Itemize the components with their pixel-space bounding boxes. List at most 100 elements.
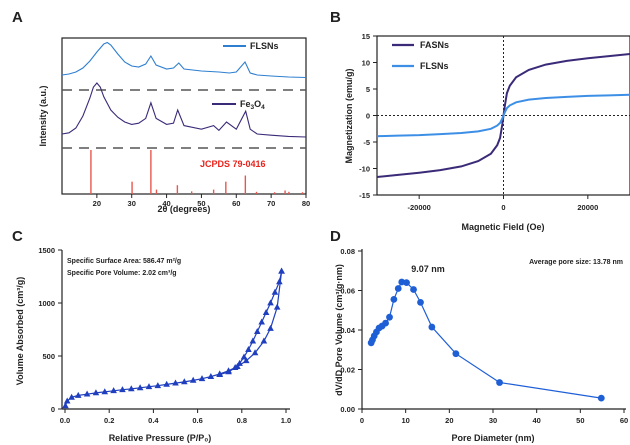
- panel-d-peak-label: 9.07 nm: [411, 264, 445, 274]
- panel-b-y-tick-label: 5: [366, 85, 370, 94]
- isotherm-marker-desorption: [231, 364, 239, 371]
- panel-c-pore-volume-note: Specific Pore Volume: 2.02 cm³/g: [67, 270, 177, 277]
- isotherm-marker-adsorption: [101, 388, 109, 395]
- isotherm-marker-adsorption: [267, 324, 274, 331]
- isotherm-marker-adsorption: [198, 375, 206, 382]
- pore-distribution-marker: [428, 323, 436, 331]
- panel-c-x-tick-label: 0.4: [148, 416, 159, 425]
- panel-b-x-tick-label: 0: [501, 203, 505, 212]
- isotherm-marker-desorption: [258, 318, 265, 325]
- isotherm-marker-adsorption: [119, 386, 126, 393]
- hysteresis-line-flsns: [376, 93, 630, 138]
- panel-label-d: D: [330, 228, 341, 245]
- panel-a-x-tick-label: 70: [267, 199, 275, 208]
- panel-d-average-pore-note: Average pore size: 13.78 nm: [529, 259, 623, 266]
- isotherm-marker-adsorption: [83, 390, 91, 397]
- isotherm-marker-adsorption: [181, 378, 188, 385]
- panel-d-y-tick-label: 0.08: [340, 247, 355, 256]
- panel-a-x-tick-label: 20: [93, 199, 101, 208]
- isotherm-marker-desorption: [271, 288, 279, 295]
- panel-c-x-tick-label: 0.6: [192, 416, 202, 425]
- pore-distribution-marker: [403, 279, 410, 286]
- isotherm-marker-desorption: [262, 308, 270, 315]
- panel-a-x-tick-label: 30: [128, 199, 136, 208]
- panel-b-y-axis-title: Magnetization (emu/g): [344, 69, 354, 164]
- panel-b-magnetization-chart: -15 -10 -5 0 5 10 15 -20000 0 20000 FASNs FLSNs M…: [344, 32, 630, 232]
- panel-d-x-tick-label: 60: [620, 416, 628, 425]
- isotherm-marker-adsorption: [128, 385, 135, 392]
- legend-label-flsns-b: FLSNs: [420, 61, 449, 71]
- isotherm-marker-desorption: [253, 328, 261, 335]
- isotherm-marker-desorption: [267, 299, 274, 306]
- panel-d-y-tick-label: 0.00: [340, 405, 355, 414]
- isotherm-marker-adsorption: [154, 382, 162, 389]
- panel-b-x-axis-title: Magnetic Field (Oe): [461, 222, 544, 232]
- panel-c-x-tick-label: 0.0: [60, 416, 70, 425]
- pore-distribution-marker: [382, 319, 389, 327]
- isotherm-marker-adsorption: [189, 376, 197, 383]
- panel-d-y-tick-label: 0.02: [340, 366, 355, 375]
- pore-distribution-marker: [390, 295, 398, 303]
- isotherm-line-adsorption: [64, 271, 283, 407]
- isotherm-marker-desorption: [249, 337, 257, 344]
- panel-a-x-tick-label: 50: [197, 199, 205, 208]
- isotherm-marker-desorption: [236, 359, 243, 366]
- isotherm-marker-desorption: [240, 353, 248, 360]
- panel-b-y-tick-label: -10: [359, 165, 370, 174]
- panel-b-y-tick-label: -15: [359, 191, 370, 200]
- pore-distribution-marker: [452, 350, 460, 358]
- isotherm-marker-desorption: [216, 370, 223, 377]
- isotherm-marker-adsorption: [260, 337, 268, 344]
- pore-distribution-marker: [386, 313, 393, 321]
- legend-label-fasns: FASNs: [420, 40, 449, 50]
- panel-a-xrd-chart: 20 30 40 50 60 70 80 FLSNs Fe3O4 JCPDS 79-0416…: [38, 37, 310, 214]
- isotherm-marker-desorption: [276, 278, 283, 285]
- isotherm-marker-adsorption: [110, 387, 117, 394]
- panel-a-x-axis-title: 2θ (degrees): [158, 204, 211, 214]
- isotherm-marker-adsorption: [251, 349, 259, 356]
- panel-b-y-tick-label: 0: [366, 112, 370, 121]
- isotherm-marker-adsorption: [74, 391, 82, 398]
- isotherm-marker-adsorption: [92, 389, 100, 396]
- panel-c-y-tick-label: 1000: [38, 299, 55, 308]
- panel-label-a: A: [12, 9, 23, 26]
- panel-b-y-tick-label: -5: [363, 138, 370, 147]
- xrd-line-fe3o4: [61, 82, 307, 138]
- isotherm-marker-adsorption: [63, 397, 71, 404]
- reference-label: JCPDS 79-0416: [200, 159, 266, 169]
- legend-label-fe3o4: Fe3O4: [240, 99, 265, 111]
- isotherm-marker-desorption: [225, 368, 232, 375]
- panel-c-y-tick-label: 500: [42, 352, 55, 361]
- pore-distribution-marker: [417, 298, 424, 306]
- isotherm-marker-adsorption: [62, 402, 69, 409]
- isotherm-marker-desorption: [278, 267, 285, 274]
- panel-a-x-tick-label: 60: [232, 199, 240, 208]
- panel-b-y-tick-label: 10: [362, 59, 370, 68]
- panel-d-y-tick-label: 0.04: [340, 326, 355, 335]
- panel-d-x-axis-title: Pore Diameter (nm): [451, 433, 534, 443]
- isotherm-marker-adsorption: [273, 303, 281, 310]
- panel-d-x-tick-label: 50: [576, 416, 584, 425]
- panel-d-y-tick-label: 0.06: [340, 287, 355, 296]
- panel-d-x-tick-label: 10: [401, 416, 409, 425]
- panel-c-x-tick-label: 1.0: [281, 416, 291, 425]
- xrd-line-flsns: [61, 41, 307, 79]
- panel-d-pore-size-chart: 0.00 0.02 0.04 0.06 0.08 0 10 20 30 40 50 60 Averag…: [334, 247, 628, 443]
- panel-b-x-tick-label: -20000: [407, 203, 430, 212]
- panel-a-x-tick-label: 80: [302, 199, 310, 208]
- panel-a-y-axis-title: Intensity (a.u.): [38, 85, 48, 146]
- panel-label-b: B: [330, 9, 341, 26]
- pore-distribution-marker: [496, 379, 503, 386]
- panel-b-x-tick-label: 20000: [577, 203, 598, 212]
- isotherm-marker-adsorption: [136, 384, 144, 391]
- isotherm-marker-adsorption: [145, 383, 153, 390]
- isotherm-marker-adsorption: [68, 393, 75, 400]
- panel-c-x-axis-title: Relative Pressure (P/P₀): [109, 433, 212, 443]
- panel-c-x-tick-label: 0.8: [237, 416, 247, 425]
- panel-d-x-tick-label: 0: [360, 416, 364, 425]
- isotherm-marker-desorption: [245, 346, 252, 353]
- panel-b-y-tick-label: 15: [362, 32, 370, 41]
- panel-c-surface-area-note: Specific Surface Area: 586.47 m²/g: [67, 258, 181, 265]
- panel-d-x-tick-label: 20: [445, 416, 453, 425]
